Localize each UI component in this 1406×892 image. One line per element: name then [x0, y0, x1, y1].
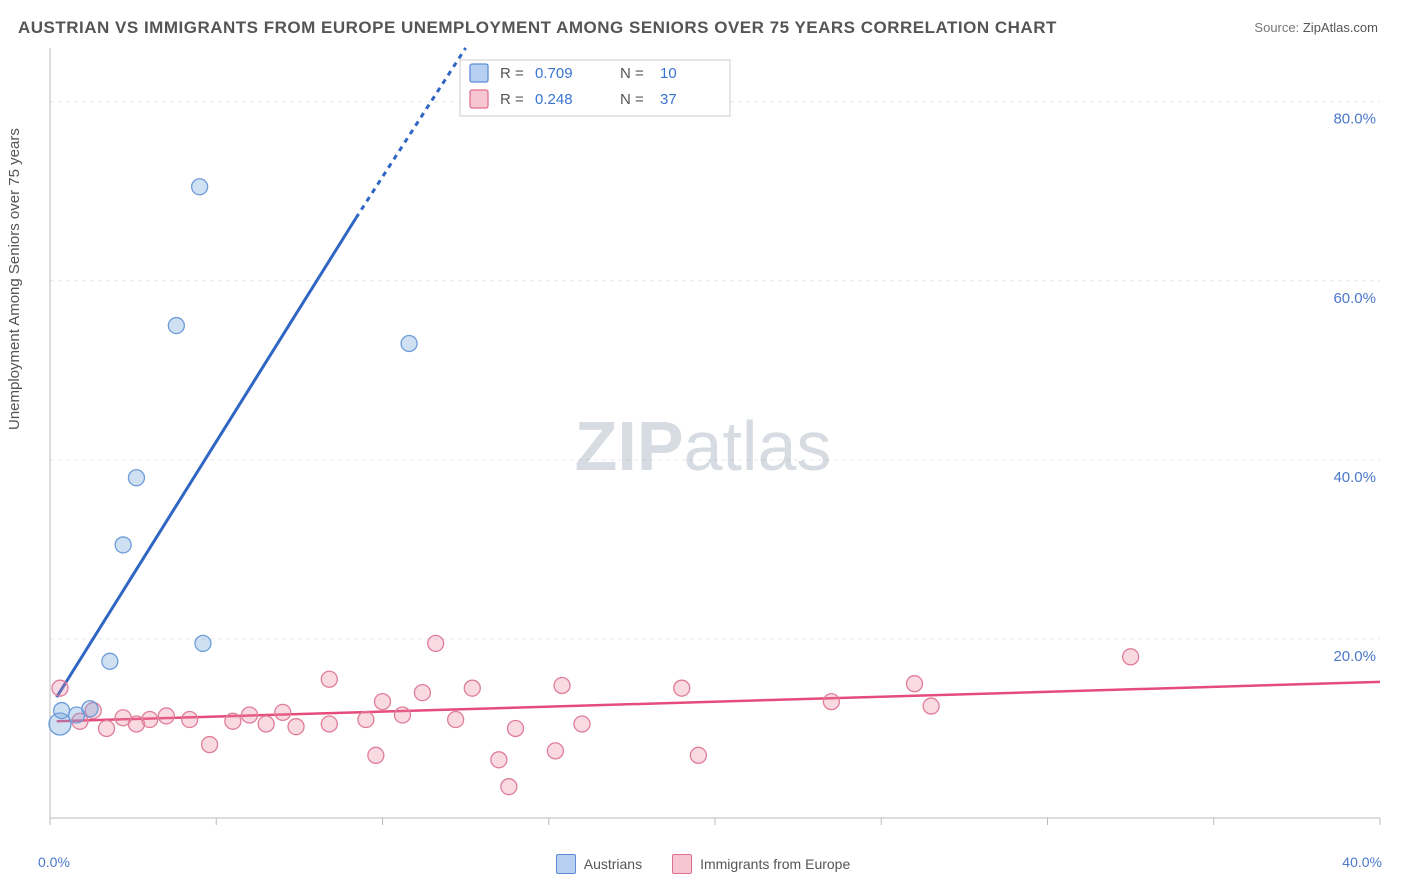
data-point-immigrants: [275, 704, 291, 720]
data-point-austrians: [168, 318, 184, 334]
legend-item-immigrants: Immigrants from Europe: [672, 854, 850, 874]
data-point-austrians: [128, 470, 144, 486]
y-tick-label: 80.0%: [1333, 111, 1376, 128]
legend-r-label: R =: [500, 91, 524, 108]
data-point-austrians: [195, 635, 211, 651]
data-point-austrians: [54, 703, 70, 719]
data-point-immigrants: [242, 707, 258, 723]
trendline-austrians: [57, 218, 356, 697]
data-point-immigrants: [907, 676, 923, 692]
data-point-immigrants: [158, 708, 174, 724]
legend-swatch-austrians: [556, 854, 576, 874]
data-point-immigrants: [554, 677, 570, 693]
legend-swatch-immigrants: [672, 854, 692, 874]
data-point-austrians: [192, 179, 208, 195]
data-point-immigrants: [288, 719, 304, 735]
data-point-immigrants: [202, 737, 218, 753]
data-point-immigrants: [690, 747, 706, 763]
data-point-immigrants: [464, 680, 480, 696]
data-point-austrians: [115, 537, 131, 553]
data-point-immigrants: [508, 720, 524, 736]
scatter-chart: 20.0% 40.0% 60.0% 80.0% R = 0.709 N = 10 R = 0.24…: [0, 0, 1406, 892]
data-point-austrians: [82, 701, 98, 717]
legend-n-value: 37: [660, 91, 677, 108]
legend-n-value: 10: [660, 65, 677, 82]
data-point-immigrants: [368, 747, 384, 763]
data-point-immigrants: [99, 720, 115, 736]
data-point-immigrants: [414, 685, 430, 701]
data-point-immigrants: [1123, 649, 1139, 665]
data-point-immigrants: [321, 671, 337, 687]
legend-label-immigrants: Immigrants from Europe: [700, 856, 850, 872]
data-point-immigrants: [501, 779, 517, 795]
chart-container: AUSTRIAN VS IMMIGRANTS FROM EUROPE UNEMP…: [0, 0, 1406, 892]
data-point-immigrants: [491, 752, 507, 768]
y-tick-label: 20.0%: [1333, 648, 1376, 665]
legend-swatch: [470, 64, 488, 82]
legend-r-label: R =: [500, 65, 524, 82]
legend-r-value: 0.709: [535, 65, 573, 82]
data-point-immigrants: [258, 716, 274, 732]
data-point-immigrants: [923, 698, 939, 714]
y-tick-label: 40.0%: [1333, 469, 1376, 486]
y-tick-label: 60.0%: [1333, 290, 1376, 307]
data-point-immigrants: [823, 694, 839, 710]
legend-swatch: [470, 90, 488, 108]
data-point-immigrants: [547, 743, 563, 759]
legend-bottom: Austrians Immigrants from Europe: [0, 854, 1406, 874]
data-point-immigrants: [674, 680, 690, 696]
data-point-austrians: [102, 653, 118, 669]
data-point-immigrants: [321, 716, 337, 732]
data-point-immigrants: [375, 694, 391, 710]
data-point-immigrants: [142, 712, 158, 728]
legend-label-austrians: Austrians: [584, 856, 642, 872]
legend-item-austrians: Austrians: [556, 854, 642, 874]
data-point-immigrants: [52, 680, 68, 696]
data-point-immigrants: [394, 707, 410, 723]
data-point-immigrants: [225, 713, 241, 729]
trendline-austrians-dashed: [356, 48, 466, 218]
data-point-immigrants: [358, 712, 374, 728]
legend-n-label: N =: [620, 91, 644, 108]
legend-r-value: 0.248: [535, 91, 573, 108]
data-point-immigrants: [448, 712, 464, 728]
data-point-immigrants: [182, 712, 198, 728]
legend-n-label: N =: [620, 65, 644, 82]
data-point-austrians: [401, 335, 417, 351]
data-point-immigrants: [574, 716, 590, 732]
data-point-immigrants: [428, 635, 444, 651]
